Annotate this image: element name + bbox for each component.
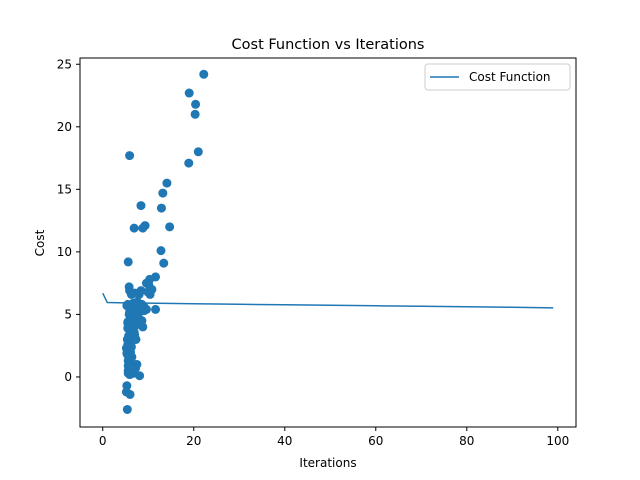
scatter-point bbox=[122, 348, 132, 358]
y-axis: 0 5 10 15 20 25 bbox=[57, 57, 80, 384]
scatter-point bbox=[158, 188, 168, 198]
legend-label-cost-function: Cost Function bbox=[469, 70, 551, 84]
y-tick-label: 15 bbox=[57, 182, 72, 196]
scatter-point bbox=[131, 334, 141, 344]
y-tick-label: 10 bbox=[57, 245, 72, 259]
scatter-point bbox=[139, 306, 149, 316]
scatter-point bbox=[126, 289, 136, 299]
scatter-point bbox=[165, 222, 175, 232]
scatter-point bbox=[138, 223, 148, 233]
scatter-point bbox=[184, 158, 194, 168]
scatter-point bbox=[122, 404, 132, 414]
scatter-point bbox=[123, 257, 133, 267]
x-tick-label: 60 bbox=[368, 434, 383, 448]
scatter-point bbox=[141, 278, 151, 288]
axes-frame bbox=[79, 57, 577, 428]
scatter-point bbox=[199, 69, 209, 79]
legend: Cost Function bbox=[424, 63, 571, 91]
scatter-point bbox=[159, 258, 169, 268]
scatter-point bbox=[125, 389, 135, 399]
x-axis: 0 20 40 60 80 100 bbox=[99, 427, 569, 448]
scatter-point bbox=[123, 361, 133, 371]
x-axis-label: Iterations bbox=[299, 456, 356, 470]
chart-title: Cost Function vs Iterations bbox=[232, 37, 425, 53]
scatter-point bbox=[136, 201, 146, 211]
y-tick-label: 20 bbox=[57, 120, 72, 134]
scatter-point bbox=[193, 147, 203, 157]
y-tick-label: 25 bbox=[57, 57, 72, 71]
x-tick-label: 20 bbox=[186, 434, 201, 448]
scatter-point bbox=[162, 178, 172, 188]
scatter-point bbox=[156, 203, 166, 213]
scatter-point bbox=[190, 109, 200, 119]
y-tick-label: 5 bbox=[64, 307, 72, 321]
x-tick-label: 80 bbox=[459, 434, 474, 448]
x-tick-label: 100 bbox=[546, 434, 569, 448]
scatter-point bbox=[138, 322, 148, 332]
scatter-point bbox=[129, 223, 139, 233]
scatter-point bbox=[156, 246, 166, 256]
y-tick-label: 0 bbox=[64, 370, 72, 384]
scatter-point bbox=[143, 287, 153, 297]
scatter-point bbox=[151, 304, 161, 314]
scatter-point bbox=[135, 371, 145, 381]
scatter-point bbox=[184, 88, 194, 98]
y-axis-label: Cost bbox=[33, 229, 47, 256]
scatter-point bbox=[126, 342, 136, 352]
x-tick-label: 0 bbox=[99, 434, 107, 448]
scatter-point bbox=[125, 151, 135, 161]
x-tick-label: 40 bbox=[277, 434, 292, 448]
scatter-point bbox=[191, 99, 201, 109]
plot-area bbox=[102, 69, 554, 414]
legend-box bbox=[424, 63, 571, 91]
